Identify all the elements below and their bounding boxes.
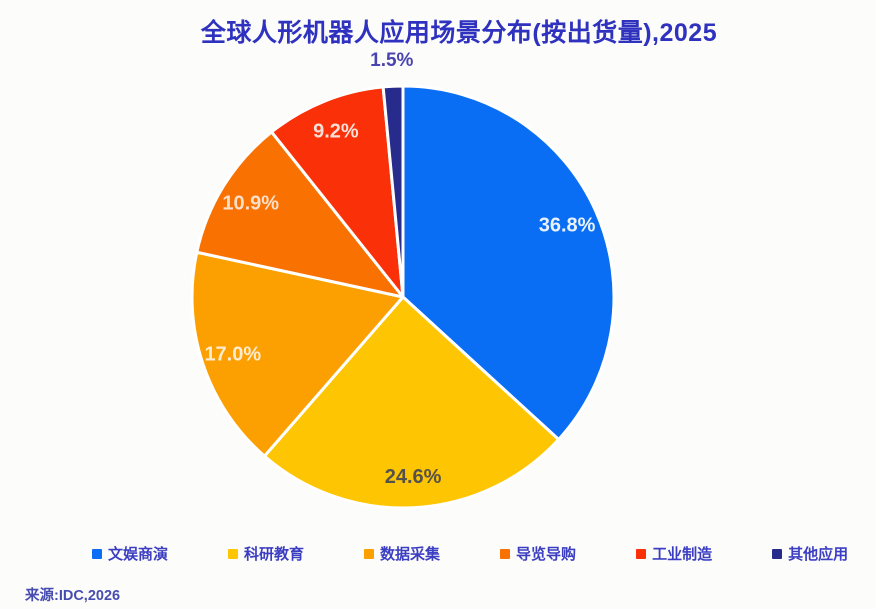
pie-slice-工业制造 bbox=[270, 85, 405, 299]
pie-slice-value-label: 10.9% bbox=[222, 192, 279, 214]
legend-item: 数据采集 bbox=[364, 543, 440, 564]
legend-item: 科研教育 bbox=[228, 543, 304, 564]
legend-swatch-icon bbox=[500, 548, 511, 559]
pie-slice-导览导购 bbox=[195, 130, 405, 299]
legend-item: 工业制造 bbox=[636, 543, 712, 564]
legend-item: 文娱商演 bbox=[92, 543, 168, 564]
pie-slice-其他应用 bbox=[381, 84, 405, 299]
pie-slice-value-label: 9.2% bbox=[313, 121, 359, 143]
legend-swatch-icon bbox=[772, 548, 783, 559]
legend-item: 导览导购 bbox=[500, 543, 576, 564]
pie-slice-科研教育 bbox=[262, 295, 561, 510]
pie-slice-value-label: 1.5% bbox=[370, 50, 413, 71]
legend-swatch-icon bbox=[228, 548, 239, 559]
pie-slice-数据采集 bbox=[190, 250, 405, 458]
legend-label: 科研教育 bbox=[244, 546, 305, 563]
chart-title: 全球人形机器人应用场景分布(按出货量),2025 bbox=[200, 19, 718, 47]
legend: 文娱商演 科研教育 数据采集 导览导购 工业制造 其他应用 bbox=[92, 543, 848, 564]
pie-slice-文娱商演 bbox=[401, 84, 616, 441]
pie-slice-value-label: 24.6% bbox=[385, 466, 442, 488]
legend-swatch-icon bbox=[636, 548, 647, 559]
legend-label: 其他应用 bbox=[788, 546, 849, 563]
legend-label: 数据采集 bbox=[380, 546, 441, 563]
legend-item: 其他应用 bbox=[772, 543, 848, 564]
legend-label: 文娱商演 bbox=[108, 546, 169, 563]
legend-label: 工业制造 bbox=[652, 546, 713, 563]
legend-swatch-icon bbox=[92, 548, 102, 559]
legend-swatch-icon bbox=[364, 548, 375, 559]
pie-slice-value-label: 17.0% bbox=[204, 344, 261, 366]
legend-label: 导览导购 bbox=[516, 546, 577, 563]
pie-slice-value-label: 36.8% bbox=[539, 215, 596, 237]
source-note: 来源:IDC,2026 bbox=[25, 588, 121, 604]
